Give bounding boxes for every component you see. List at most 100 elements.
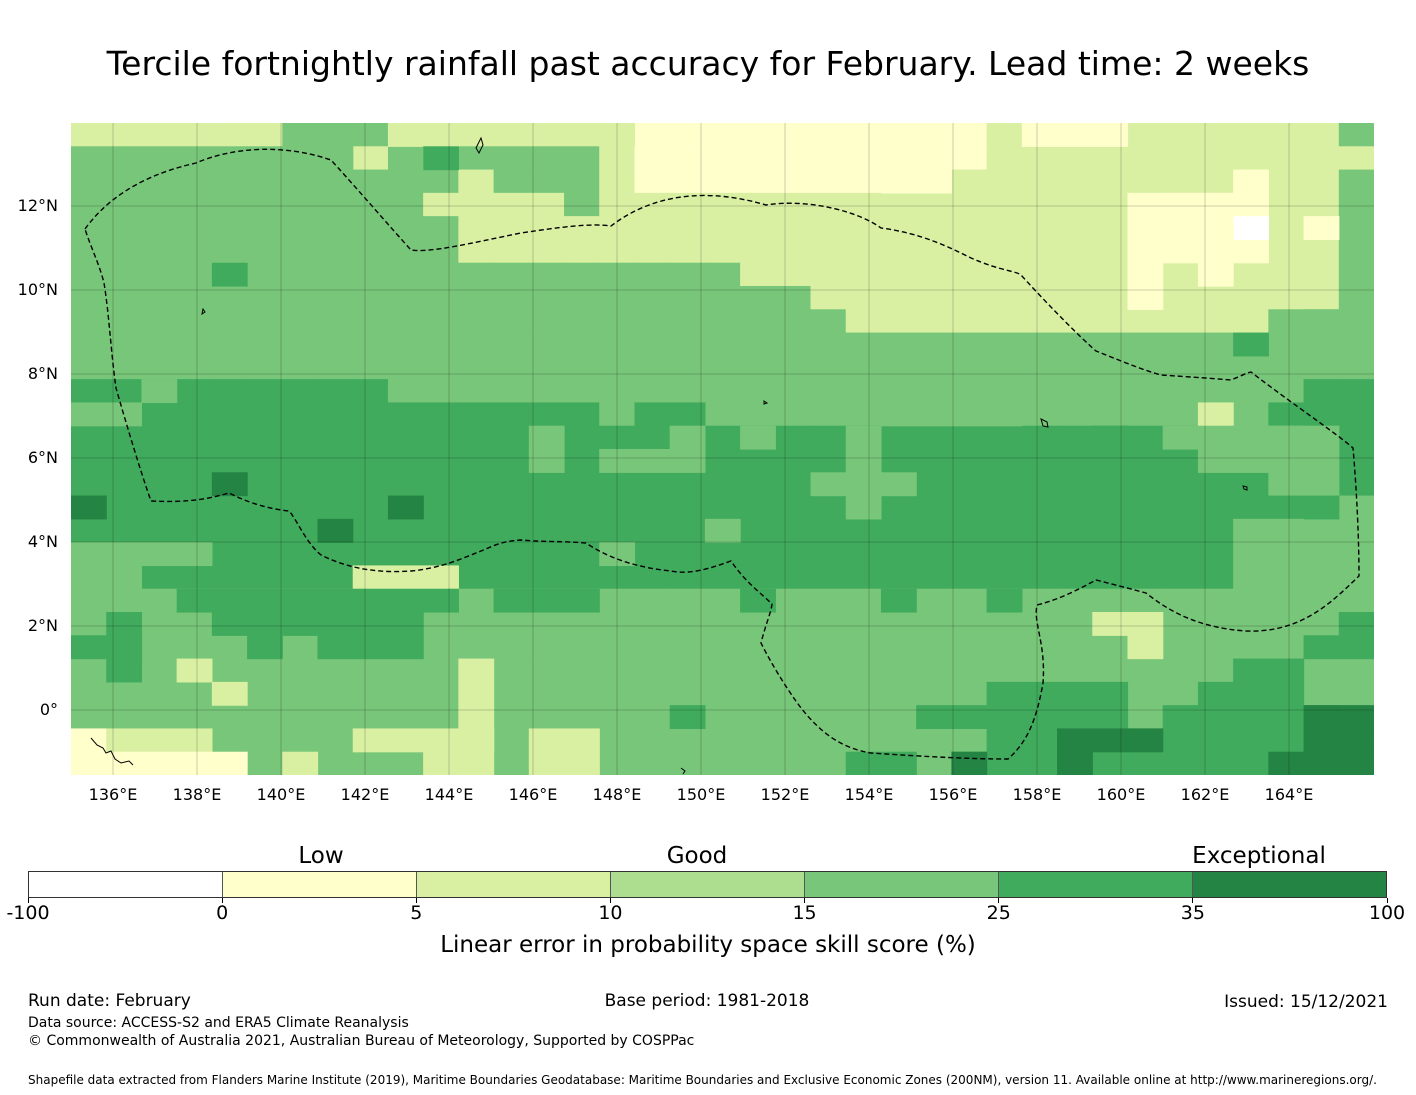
skill-cell bbox=[387, 425, 424, 450]
skill-cell bbox=[1127, 309, 1164, 334]
skill-cell bbox=[176, 123, 213, 147]
skill-cell bbox=[1127, 705, 1164, 730]
issued-date: Issued: 15/12/2021 bbox=[1224, 992, 1388, 1012]
skill-cell bbox=[493, 332, 530, 357]
skill-cell bbox=[176, 309, 213, 334]
skill-cell bbox=[916, 658, 953, 683]
skill-cell bbox=[71, 449, 107, 473]
skill-cell bbox=[740, 705, 776, 730]
skill-cell bbox=[775, 588, 812, 613]
skill-cell bbox=[669, 355, 706, 380]
skill-cell bbox=[317, 192, 354, 217]
skill-cell bbox=[810, 635, 847, 660]
skill-cell bbox=[1162, 425, 1340, 450]
lon-tick-label: 154°E bbox=[844, 785, 894, 804]
skill-cell bbox=[740, 239, 776, 264]
skill-cell bbox=[1162, 518, 1199, 543]
skill-cell bbox=[1162, 355, 1199, 380]
skill-cell bbox=[1127, 146, 1164, 171]
skill-cell bbox=[810, 612, 847, 636]
skill-cell bbox=[775, 565, 812, 590]
skill-cell bbox=[247, 262, 283, 287]
skill-cell bbox=[1127, 472, 1164, 497]
skill-cell bbox=[176, 146, 213, 171]
skill-cell bbox=[352, 495, 389, 520]
skill-cell bbox=[704, 192, 741, 217]
skill-cell bbox=[1057, 332, 1093, 357]
skill-cell bbox=[1162, 262, 1199, 287]
skill-cell bbox=[352, 309, 389, 334]
skill-cell bbox=[211, 728, 248, 753]
skill-map-canvas bbox=[71, 123, 1374, 775]
skill-cell bbox=[1092, 518, 1129, 543]
skill-cell bbox=[176, 192, 213, 217]
skill-cell bbox=[317, 262, 354, 287]
skill-cell bbox=[71, 262, 107, 287]
skill-cell bbox=[211, 681, 248, 706]
skill-cell bbox=[775, 705, 812, 730]
skill-cell bbox=[493, 425, 530, 450]
skill-cell bbox=[1092, 542, 1129, 567]
skill-cell bbox=[211, 146, 248, 171]
skill-cell bbox=[387, 262, 424, 287]
skill-cell bbox=[845, 495, 882, 520]
legend-category-exceptional: Exceptional bbox=[1192, 843, 1326, 869]
skill-cell bbox=[1338, 123, 1374, 147]
skill-cell bbox=[1162, 332, 1199, 357]
skill-cell bbox=[282, 216, 319, 241]
skill-cell bbox=[599, 169, 636, 194]
skill-cell bbox=[352, 216, 389, 241]
skill-cell bbox=[951, 262, 1093, 310]
skill-cell bbox=[282, 751, 319, 775]
skill-cell bbox=[317, 286, 354, 310]
skill-cell bbox=[669, 123, 706, 147]
skill-cell bbox=[1162, 169, 1199, 194]
skill-cell bbox=[1197, 612, 1234, 636]
skill-cell bbox=[740, 262, 776, 287]
skill-cell bbox=[880, 379, 917, 404]
skill-cell bbox=[1233, 612, 1269, 636]
skill-cell bbox=[669, 518, 706, 543]
skill-cell bbox=[845, 565, 882, 590]
skill-cell bbox=[845, 612, 882, 636]
skill-cell bbox=[1057, 169, 1093, 194]
skill-cell bbox=[1233, 309, 1269, 334]
skill-cell bbox=[775, 658, 812, 683]
skill-cell bbox=[1338, 169, 1374, 194]
skill-cell bbox=[141, 518, 178, 543]
skill-cell bbox=[1021, 379, 1058, 404]
skill-cell bbox=[1021, 309, 1058, 334]
skill-cell bbox=[986, 658, 1023, 683]
skill-cell bbox=[528, 565, 565, 590]
skill-cell bbox=[528, 472, 565, 497]
skill-cell bbox=[176, 518, 213, 543]
colorbar bbox=[28, 871, 1387, 898]
lat-tick-label: 8°N bbox=[27, 364, 58, 383]
skill-cell bbox=[634, 262, 671, 287]
skill-cell bbox=[704, 262, 741, 287]
skill-cell bbox=[458, 169, 495, 194]
skill-cell bbox=[387, 402, 424, 427]
skill-cell bbox=[282, 542, 319, 567]
skill-cell bbox=[1197, 449, 1340, 473]
skill-cell bbox=[141, 286, 178, 310]
skill-cell bbox=[599, 728, 636, 753]
skill-cell bbox=[1127, 402, 1164, 427]
skill-cell bbox=[317, 402, 354, 427]
skill-cell bbox=[564, 286, 600, 310]
skill-cell bbox=[493, 449, 530, 473]
colorbar-segment bbox=[29, 872, 223, 897]
skill-cell bbox=[1233, 495, 1269, 520]
skill-cell bbox=[951, 472, 988, 497]
skill-cell bbox=[176, 402, 213, 427]
skill-cell bbox=[1197, 355, 1234, 380]
skill-cell bbox=[1197, 495, 1234, 520]
skill-cell bbox=[564, 169, 600, 194]
skill-cell bbox=[1268, 239, 1305, 264]
skill-cell bbox=[528, 239, 565, 264]
lat-tick-label: 0° bbox=[39, 700, 58, 719]
skill-cell bbox=[704, 332, 741, 357]
skill-cell bbox=[775, 262, 812, 287]
skill-cell bbox=[634, 192, 671, 217]
skill-cell bbox=[282, 402, 319, 427]
